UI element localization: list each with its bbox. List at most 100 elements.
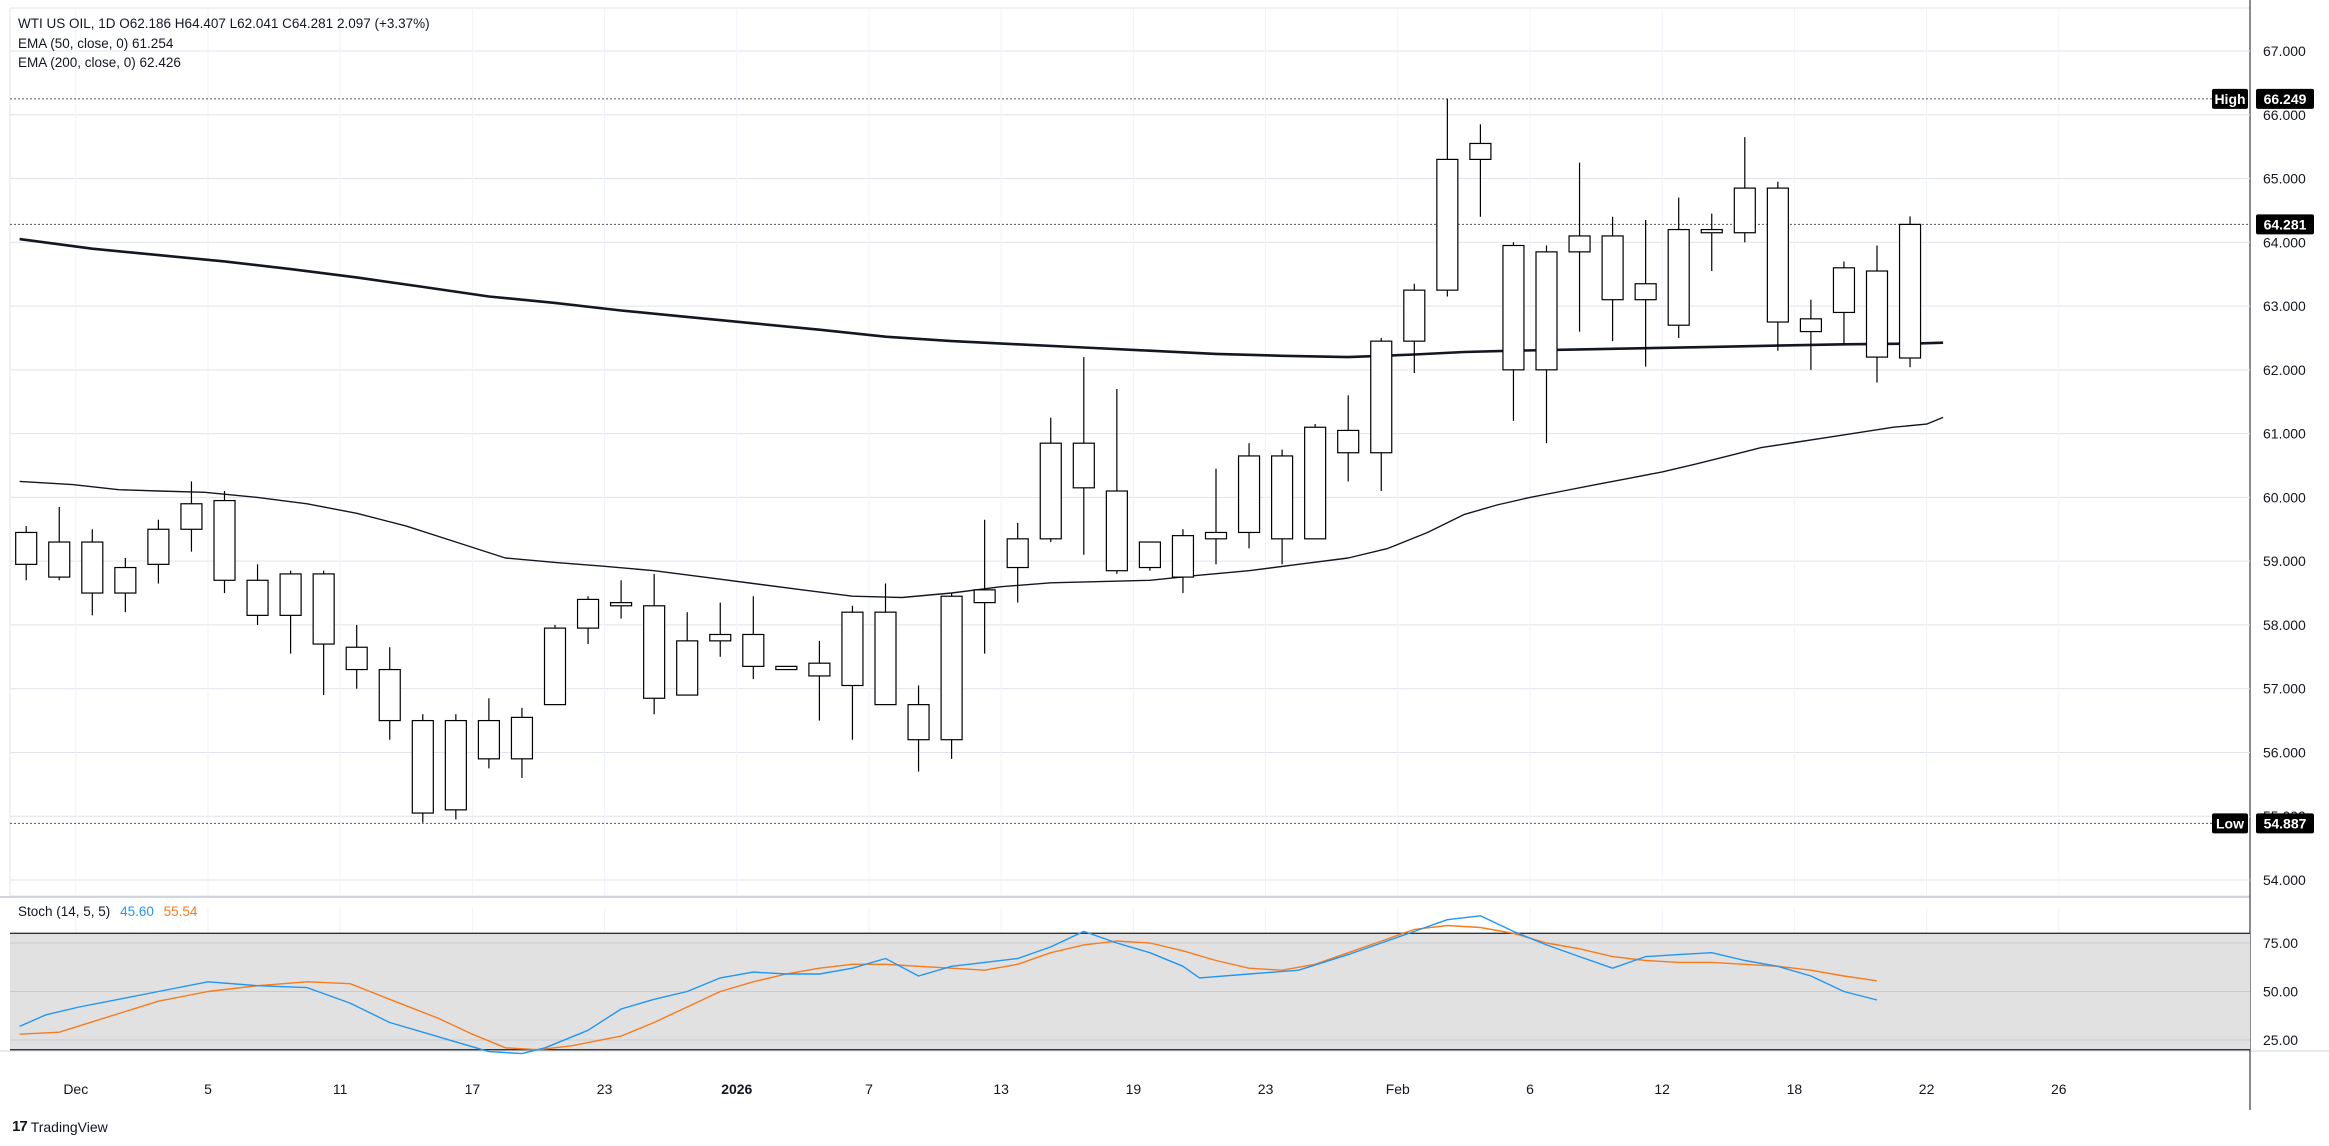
candle-up	[1436, 98, 1459, 297]
candle-body	[1006, 538, 1029, 569]
candle-body	[1634, 283, 1657, 301]
time-tick-label: 26	[2051, 1081, 2067, 1097]
price-tick-label: 63.000	[2263, 298, 2306, 314]
candle-up	[1237, 443, 1261, 549]
tradingview-attribution[interactable]: 17 TradingView	[12, 1118, 108, 1135]
candle-up	[1204, 468, 1228, 565]
stoch-tick-label: 50.00	[2263, 984, 2298, 1000]
candle-up	[543, 624, 567, 706]
ema200-legend: EMA (200, close, 0) 62.426	[18, 55, 181, 70]
candle-up	[1370, 337, 1393, 492]
low-price-tag-bg	[2256, 813, 2314, 834]
candle-body	[1865, 270, 1889, 358]
candle-up	[279, 570, 302, 654]
candle-up	[709, 602, 732, 657]
candle-up	[973, 519, 996, 654]
candle-up	[1667, 197, 1690, 338]
candle-body	[1469, 142, 1492, 161]
tradingview-logo: 17	[12, 1118, 28, 1135]
candle-body	[477, 719, 500, 760]
candle-body	[510, 716, 534, 760]
price-tick-label: 59.000	[2263, 553, 2306, 569]
tradingview-brand: TradingView	[30, 1118, 108, 1135]
high-tag-bg	[2212, 88, 2248, 109]
high-tag: High	[2212, 88, 2248, 109]
candle-up	[874, 583, 897, 706]
time-tick-label: 19	[1126, 1081, 1142, 1097]
candle-body	[15, 531, 38, 565]
candle-up	[48, 506, 71, 581]
candle-body	[676, 640, 699, 696]
candle-body	[940, 595, 963, 741]
chart-legend: WTI US OIL, 1D O62.186 H64.407 L62.041 C…	[18, 14, 430, 73]
candle-up	[1337, 395, 1360, 482]
candle-up	[1700, 213, 1723, 272]
time-tick-label: 11	[333, 1081, 348, 1097]
candle-up	[1634, 219, 1657, 367]
time-tick-label: 12	[1654, 1081, 1670, 1097]
stoch-label: Stoch (14, 5, 5)	[18, 904, 111, 919]
candle-body	[709, 633, 732, 642]
high-price-tag-text: 66.249	[2264, 91, 2307, 107]
stoch-d-value: 55.54	[163, 904, 198, 919]
candle-body	[1436, 158, 1459, 291]
candle-body	[643, 605, 666, 699]
time-tick-label: 7	[865, 1081, 873, 1097]
candle-up	[576, 596, 600, 645]
stoch-k-line	[19, 915, 1878, 1055]
candle-up	[1502, 242, 1525, 421]
stoch-legend: Stoch (14, 5, 5) 45.60 55.54	[18, 904, 197, 919]
candle-body	[543, 627, 567, 706]
price-tick-label: 65.000	[2263, 171, 2306, 187]
time-tick-label: 22	[1919, 1081, 1935, 1097]
low-tag: Low	[2212, 813, 2248, 834]
ema50-line	[19, 416, 1944, 599]
candle-body	[378, 668, 401, 722]
price-tick-label: 67.000	[2263, 43, 2306, 59]
candle-up	[510, 707, 534, 778]
candle-body	[1766, 187, 1789, 323]
candle-body	[775, 665, 798, 671]
candle-up	[114, 557, 137, 613]
candle-body	[114, 566, 137, 594]
candle-up	[81, 529, 104, 616]
symbol-ohlc-legend: WTI US OIL, 1D O62.186 H64.407 L62.041 C…	[18, 16, 430, 31]
candle-up	[1270, 449, 1294, 565]
price-tick-label: 64.000	[2263, 234, 2306, 250]
candle-up	[1865, 245, 1889, 383]
candle-body	[279, 573, 302, 616]
candle-up	[1568, 162, 1591, 332]
time-tick-label: 13	[993, 1081, 1009, 1097]
candle-up	[1898, 216, 1922, 368]
candle-up	[1006, 522, 1029, 603]
time-tick-label: Feb	[1386, 1081, 1410, 1097]
candle-up	[15, 526, 38, 581]
candle-body	[1568, 235, 1591, 253]
candles	[15, 98, 1922, 823]
candle-up	[147, 519, 170, 584]
candle-up	[775, 665, 798, 671]
candle-body	[1039, 442, 1062, 540]
candle-up	[1832, 261, 1856, 345]
candle-body	[180, 503, 203, 530]
candle-body	[1667, 228, 1690, 326]
candle-body	[48, 541, 71, 578]
candle-up	[1535, 245, 1558, 444]
ema50-legend: EMA (50, close, 0) 61.254	[18, 35, 174, 51]
candle-body	[81, 541, 104, 594]
price-tick-label: 57.000	[2263, 681, 2306, 697]
candle-up	[312, 570, 335, 696]
price-tick-label: 66.000	[2263, 107, 2306, 123]
candle-body	[1700, 228, 1723, 234]
low-price-tag-text: 54.887	[2264, 815, 2307, 831]
stoch-d-line	[19, 924, 1878, 1051]
time-tick-label: Dec	[63, 1081, 88, 1097]
time-tick-label: 6	[1526, 1081, 1534, 1097]
price-tick-label: 56.000	[2263, 744, 2306, 760]
candle-body	[1370, 340, 1393, 454]
time-tick-label: 23	[1258, 1081, 1274, 1097]
candle-body	[1072, 442, 1095, 489]
candle-up	[1105, 388, 1128, 574]
candle-body	[147, 528, 170, 565]
